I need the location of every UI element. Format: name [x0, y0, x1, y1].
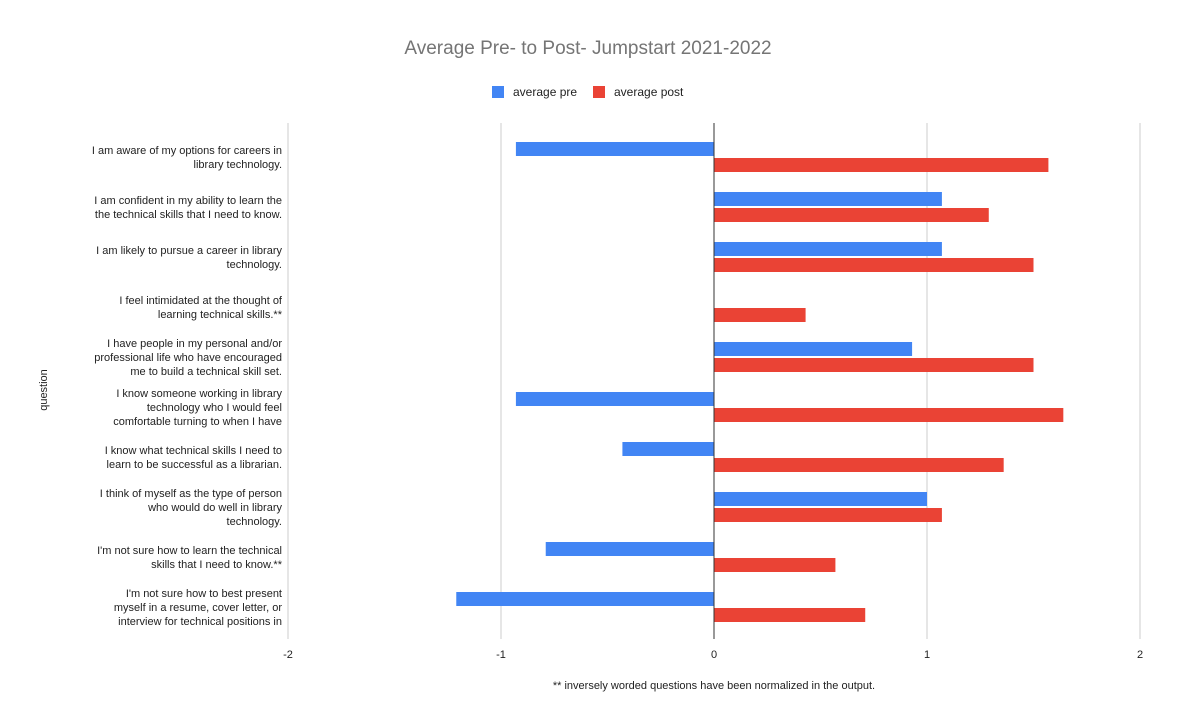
- category-label-line: technology.: [227, 516, 282, 528]
- footnote: ** inversely worded questions have been …: [553, 680, 875, 692]
- y-axis-title: question: [38, 369, 50, 411]
- legend-label: average post: [614, 85, 684, 99]
- category-label-line: learning technical skills.**: [158, 309, 283, 321]
- category-label: I am confident in my ability to learn th…: [94, 195, 282, 221]
- bar-average-post: [714, 358, 1034, 372]
- bar-average-pre: [456, 592, 714, 606]
- x-axis-ticks: -2 -1 0 1 2: [283, 649, 1143, 661]
- category-label-line: professional life who have encouraged: [94, 352, 282, 364]
- bar-average-pre: [714, 242, 942, 256]
- legend: average pre average post: [492, 85, 684, 99]
- category-label-line: learn to be successful as a librarian.: [107, 459, 282, 471]
- category-label-line: technology.: [227, 259, 282, 271]
- bar-average-post: [714, 308, 806, 322]
- category-label-line: comfortable turning to when I have: [113, 416, 282, 428]
- bar-average-pre: [714, 492, 927, 506]
- x-tick-label: -1: [496, 649, 506, 661]
- chart-title: Average Pre- to Post- Jumpstart 2021-202…: [404, 38, 771, 59]
- bar-average-post: [714, 508, 942, 522]
- category-label-line: skills that I need to know.**: [151, 559, 283, 571]
- bars: [456, 142, 1064, 622]
- category-label-line: I feel intimidated at the thought of: [119, 295, 283, 307]
- category-label-line: interview for technical positions in: [118, 616, 282, 628]
- x-tick-label: -2: [283, 649, 293, 661]
- category-label-line: I'm not sure how to learn the technical: [97, 545, 282, 557]
- category-label-line: technology who I would feel: [147, 402, 282, 414]
- category-label-line: library technology.: [194, 159, 282, 171]
- x-tick-label: 2: [1137, 649, 1143, 661]
- bar-average-post: [714, 258, 1034, 272]
- x-tick-label: 1: [924, 649, 930, 661]
- category-label: I have people in my personal and/or profe…: [94, 338, 282, 378]
- legend-swatch: [492, 86, 504, 98]
- bar-average-pre: [714, 192, 942, 206]
- bar-average-pre: [515, 142, 714, 156]
- bar-average-pre: [545, 542, 714, 556]
- bar-average-post: [714, 208, 989, 222]
- bar-average-post: [714, 158, 1049, 172]
- category-label: I think of myself as the type of person w…: [100, 488, 283, 528]
- category-label: I am likely to pursue a career in librar…: [96, 245, 282, 271]
- bar-average-pre: [622, 442, 714, 456]
- category-label: I'm not sure how to learn the technical s…: [97, 545, 283, 571]
- category-label-line: me to build a technical skill set.: [130, 366, 282, 378]
- legend-swatch: [593, 86, 605, 98]
- bar-average-post: [714, 558, 836, 572]
- legend-label: average pre: [513, 85, 577, 99]
- category-label: I'm not sure how to best present myself i…: [114, 588, 282, 628]
- category-labels: I am aware of my options for careers in l…: [92, 145, 283, 628]
- x-tick-label: 0: [711, 649, 717, 661]
- category-label-line: I have people in my personal and/or: [107, 338, 282, 350]
- category-label-line: myself in a resume, cover letter, or: [114, 602, 282, 614]
- category-label: I am aware of my options for careers in l…: [92, 145, 282, 171]
- bar-average-post: [714, 608, 866, 622]
- category-label: I feel intimidated at the thought of lear…: [119, 295, 283, 321]
- category-label-line: I know someone working in library: [116, 388, 282, 400]
- bar-average-pre: [515, 392, 714, 406]
- category-label-line: I am confident in my ability to learn th…: [94, 195, 282, 207]
- bar-average-post: [714, 458, 1004, 472]
- bar-average-post: [714, 408, 1064, 422]
- category-label-line: I am aware of my options for careers in: [92, 145, 282, 157]
- category-label-line: who would do well in library: [147, 502, 282, 514]
- category-label: I know what technical skills I need to le…: [105, 445, 282, 471]
- category-label-line: I think of myself as the type of person: [100, 488, 282, 500]
- category-label-line: I'm not sure how to best present: [126, 588, 282, 600]
- category-label: I know someone working in library technol…: [113, 388, 282, 428]
- category-label-line: I am likely to pursue a career in librar…: [96, 245, 282, 257]
- category-label-line: I know what technical skills I need to: [105, 445, 282, 457]
- bar-average-pre: [714, 342, 913, 356]
- category-label-line: the technical skills that I need to know…: [95, 209, 282, 221]
